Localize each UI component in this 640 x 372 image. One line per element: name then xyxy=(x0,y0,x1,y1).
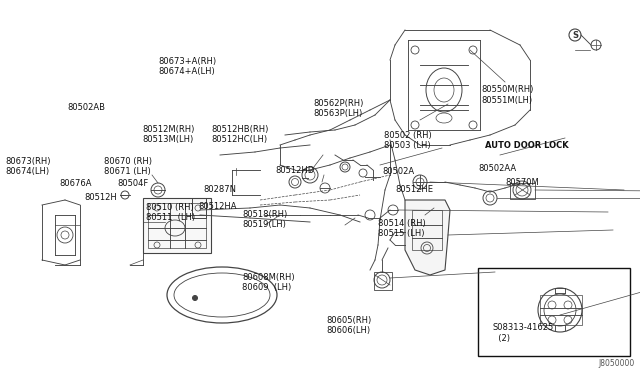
Bar xyxy=(143,198,211,253)
Text: 80512M(RH)
80513M(LH): 80512M(RH) 80513M(LH) xyxy=(142,125,195,144)
Text: 80605(RH)
80606(LH): 80605(RH) 80606(LH) xyxy=(326,316,372,335)
Text: 80502 (RH)
80503 (LH): 80502 (RH) 80503 (LH) xyxy=(384,131,432,150)
Text: AUTO DOOR LOCK: AUTO DOOR LOCK xyxy=(485,141,569,150)
Bar xyxy=(510,183,535,199)
Bar xyxy=(478,268,630,356)
Text: 80512HA: 80512HA xyxy=(198,202,237,211)
Text: 80512HD: 80512HD xyxy=(275,166,314,175)
Text: 80673+A(RH)
80674+A(LH): 80673+A(RH) 80674+A(LH) xyxy=(159,57,217,76)
Text: 80514 (RH)
80515 (LH): 80514 (RH) 80515 (LH) xyxy=(378,219,426,238)
Text: 80504F: 80504F xyxy=(117,179,148,187)
Text: 80512HE: 80512HE xyxy=(396,185,433,194)
Text: 80608M(RH)
80609  (LH): 80608M(RH) 80609 (LH) xyxy=(242,273,294,292)
Text: 80562P(RH)
80563P(LH): 80562P(RH) 80563P(LH) xyxy=(314,99,364,118)
Bar xyxy=(192,198,206,218)
Text: 80676A: 80676A xyxy=(60,179,92,187)
Text: 80518(RH)
80519(LH): 80518(RH) 80519(LH) xyxy=(242,210,287,229)
Text: 80287N: 80287N xyxy=(204,185,237,194)
Bar xyxy=(148,203,206,248)
Text: S: S xyxy=(572,31,578,39)
Text: 80673(RH)
80674(LH): 80673(RH) 80674(LH) xyxy=(5,157,51,176)
Bar xyxy=(374,272,392,290)
Text: 80550M(RH)
80551M(LH): 80550M(RH) 80551M(LH) xyxy=(481,85,534,105)
Text: 80570M: 80570M xyxy=(506,178,540,187)
Text: J8050000: J8050000 xyxy=(599,359,635,368)
Text: 80502AA: 80502AA xyxy=(479,164,517,173)
Bar xyxy=(412,210,442,250)
Text: 80670 (RH)
80671 (LH): 80670 (RH) 80671 (LH) xyxy=(104,157,152,176)
Polygon shape xyxy=(405,200,450,275)
Bar xyxy=(540,295,582,325)
Text: 80502A: 80502A xyxy=(383,167,415,176)
Circle shape xyxy=(193,295,198,301)
Text: S08313-41625
  (2): S08313-41625 (2) xyxy=(493,323,554,343)
Text: 80512H: 80512H xyxy=(84,193,117,202)
Text: 80512HB(RH)
80512HC(LH): 80512HB(RH) 80512HC(LH) xyxy=(211,125,269,144)
Text: 80502AB: 80502AB xyxy=(67,103,105,112)
Text: 80510 (RH)
80511  (LH): 80510 (RH) 80511 (LH) xyxy=(146,203,195,222)
